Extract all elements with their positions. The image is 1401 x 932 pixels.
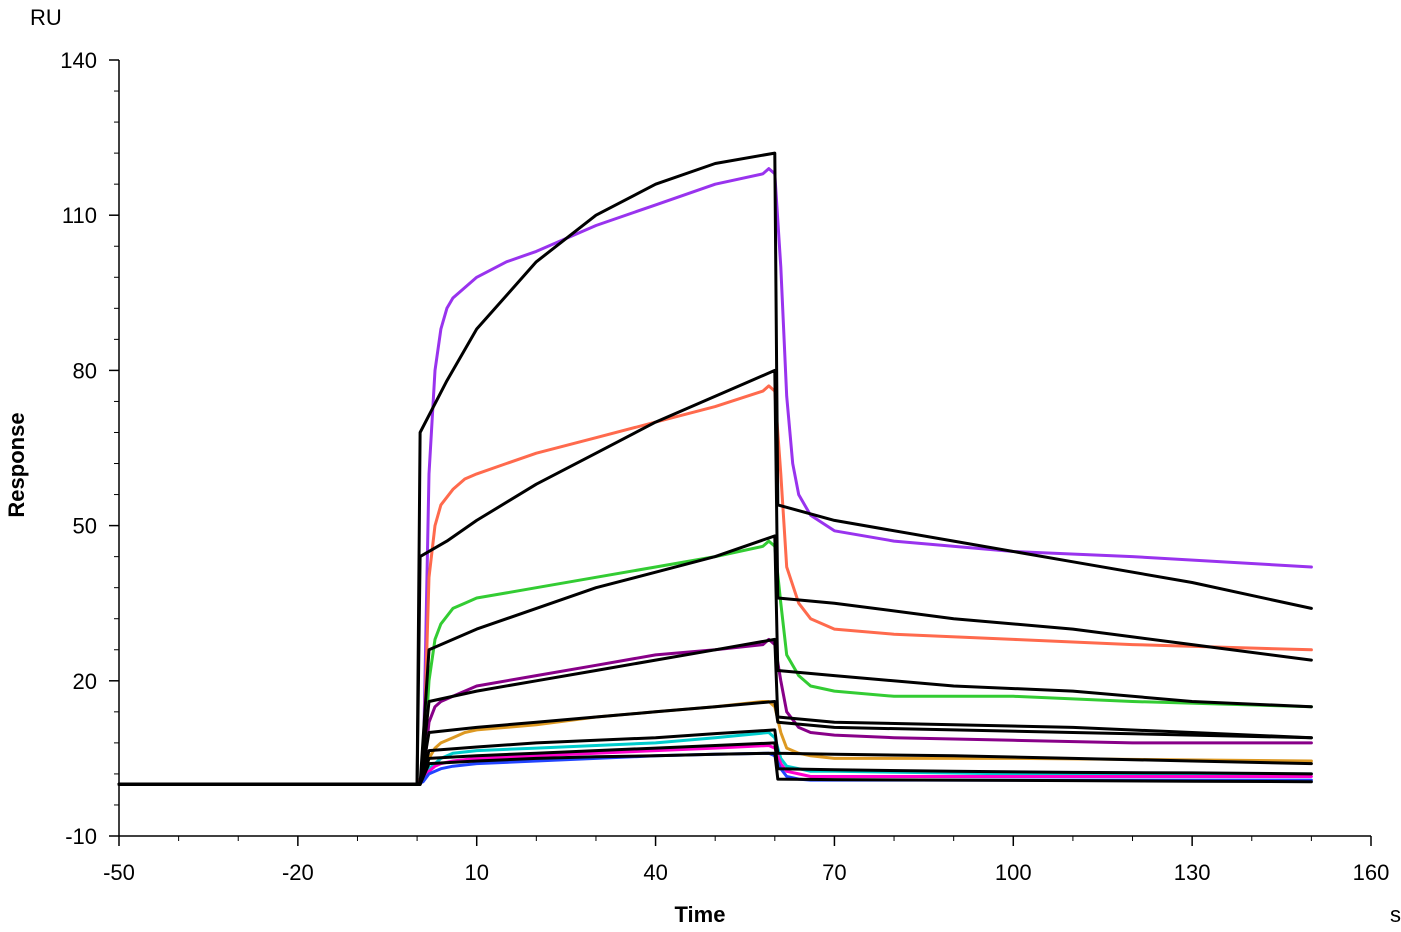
fit-curve-line-11 xyxy=(117,637,1313,786)
x-tick-label: 10 xyxy=(464,860,488,885)
response-curve-line-0 xyxy=(117,167,1313,786)
fit-curve-line-10 xyxy=(117,534,1313,786)
y-tick-label: 20 xyxy=(73,669,97,694)
x-unit-label: s xyxy=(1390,902,1401,927)
y-tick-label: -10 xyxy=(65,824,97,849)
fit-curve-line-12 xyxy=(117,700,1313,786)
y-tick-label: 140 xyxy=(60,48,97,73)
x-tick-label: 160 xyxy=(1353,860,1390,885)
fit-curve-line-9 xyxy=(117,368,1313,786)
y-tick-label: 110 xyxy=(62,203,97,228)
x-tick-label: 40 xyxy=(643,860,667,885)
ticks xyxy=(109,59,1372,846)
axes xyxy=(118,60,1371,837)
y-axis-title: Response xyxy=(4,412,29,517)
y-tick-label: 50 xyxy=(73,514,97,539)
x-tick-label: -50 xyxy=(103,860,135,885)
response-curve-line-2 xyxy=(117,539,1313,786)
fit-curve-line-15 xyxy=(117,751,1313,786)
response-curve-line-1 xyxy=(117,384,1313,786)
fit-curve-line-8 xyxy=(117,151,1313,786)
x-axis-title: Time xyxy=(675,902,726,927)
tick-labels: -10 20 50 80 110 140 -50 -20 10 40 70 100 130 160 xyxy=(60,48,1389,885)
x-tick-label: -20 xyxy=(282,860,314,885)
y-unit-label: RU xyxy=(30,5,62,30)
plot-area xyxy=(117,151,1313,786)
response-curve-line-6 xyxy=(117,744,1313,786)
x-tick-label: 70 xyxy=(822,860,846,885)
response-curve-line-3 xyxy=(117,637,1313,786)
y-tick-label: 80 xyxy=(73,358,97,383)
x-tick-label: 130 xyxy=(1174,860,1211,885)
x-tick-label: 100 xyxy=(995,860,1032,885)
